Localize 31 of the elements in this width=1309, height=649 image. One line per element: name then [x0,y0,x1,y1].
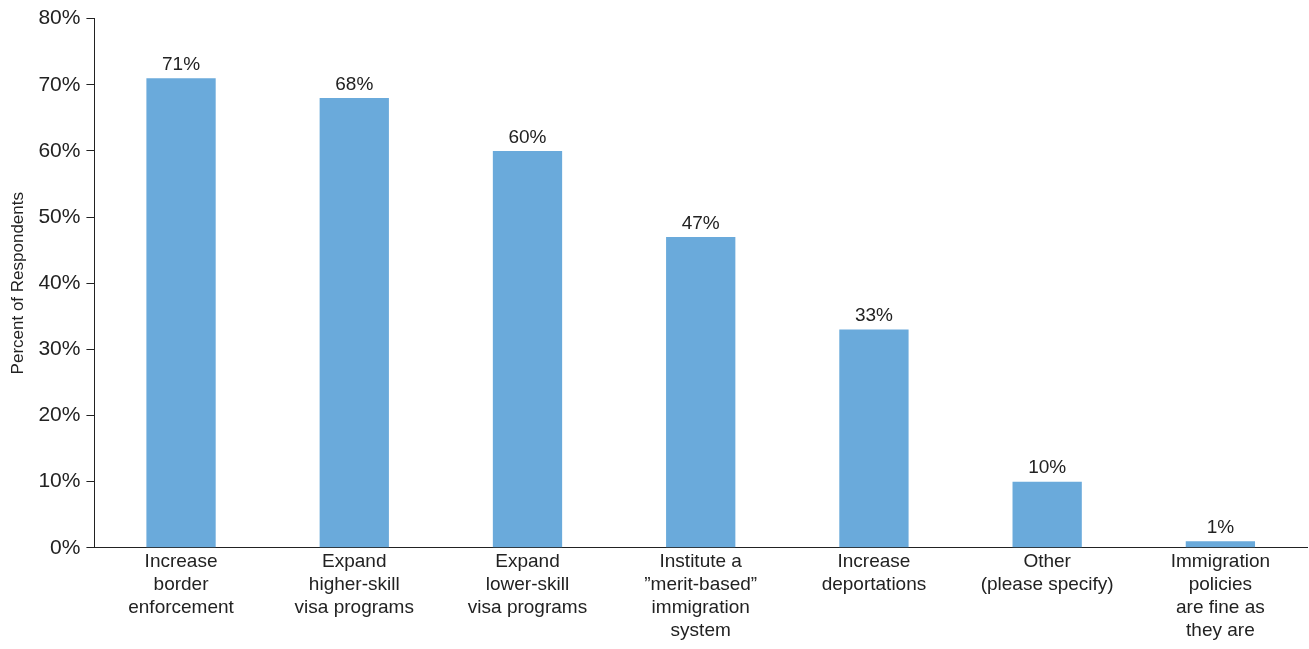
data-label: 60% [508,125,547,147]
y-tick-label: 0% [50,534,81,558]
data-label: 33% [854,304,894,326]
data-label: 68% [335,72,374,94]
x-tick-label: Expand lower-skill visa programs [467,550,588,618]
bar [146,78,216,548]
bar [1185,541,1256,548]
bar [492,150,563,548]
x-tick-label: Other (please specify) [980,550,1114,595]
y-tick-label: 40% [38,270,81,293]
bar [1012,481,1082,548]
y-tick-label: 80% [38,5,81,29]
bar [319,97,389,548]
y-tick-label: 70% [38,71,81,95]
y-tick-label: 30% [38,336,81,360]
y-tick-label: 50% [38,203,81,227]
y-tick-label: 10% [38,468,81,492]
data-label: 10% [1028,456,1067,478]
bar [666,236,736,548]
x-tick-label: Expand higher-skill visa programs [294,550,414,618]
x-tick-label: Increase border enforcement [128,550,235,618]
y-axis-title: Percent of Respondents [7,192,27,375]
x-tick-label: Immigration policies are fine as they are [1170,550,1271,640]
y-tick-label: 60% [38,137,81,161]
data-label: 47% [681,211,720,233]
x-tick-label: Increase deportations [821,550,927,595]
bar [839,329,909,548]
data-label: 71% [162,52,201,74]
x-tick-label: Institute a ”merit-based” immigration system [644,550,758,640]
y-tick-label: 20% [38,402,81,426]
data-label: 1% [1206,515,1235,537]
